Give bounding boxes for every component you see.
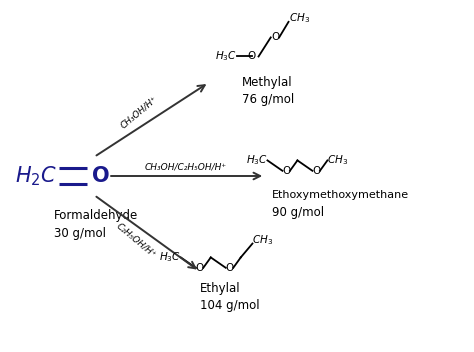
Text: $CH_3$: $CH_3$ bbox=[289, 12, 310, 25]
Text: CH₃OH/C₂H₅OH/H⁺: CH₃OH/C₂H₅OH/H⁺ bbox=[145, 163, 227, 172]
Text: O: O bbox=[195, 263, 204, 273]
Text: Formaldehyde: Formaldehyde bbox=[55, 209, 138, 222]
Text: $H_3C$: $H_3C$ bbox=[159, 251, 181, 264]
Text: CH₃OH/H⁺: CH₃OH/H⁺ bbox=[118, 94, 159, 130]
Text: Ethylal: Ethylal bbox=[200, 282, 240, 295]
Text: 76 g/mol: 76 g/mol bbox=[242, 93, 294, 106]
Text: O: O bbox=[248, 51, 256, 62]
Text: $H_2C$: $H_2C$ bbox=[15, 164, 57, 188]
Text: 104 g/mol: 104 g/mol bbox=[200, 300, 259, 313]
Text: $H_3C$: $H_3C$ bbox=[215, 50, 237, 63]
Text: $H_3C$: $H_3C$ bbox=[246, 153, 267, 167]
Text: 90 g/mol: 90 g/mol bbox=[272, 206, 324, 219]
Text: $CH_3$: $CH_3$ bbox=[328, 153, 348, 167]
Text: Ethoxymethoxymethane: Ethoxymethoxymethane bbox=[272, 190, 409, 200]
Text: O: O bbox=[271, 32, 280, 43]
Text: C₂H₅OH/H⁺: C₂H₅OH/H⁺ bbox=[115, 221, 158, 259]
Text: 30 g/mol: 30 g/mol bbox=[55, 227, 106, 240]
Text: O: O bbox=[225, 263, 234, 273]
Text: $CH_3$: $CH_3$ bbox=[253, 233, 273, 247]
Text: O: O bbox=[92, 166, 109, 186]
Text: O: O bbox=[282, 166, 290, 176]
Text: Methylal: Methylal bbox=[242, 76, 292, 89]
Text: O: O bbox=[312, 166, 320, 176]
